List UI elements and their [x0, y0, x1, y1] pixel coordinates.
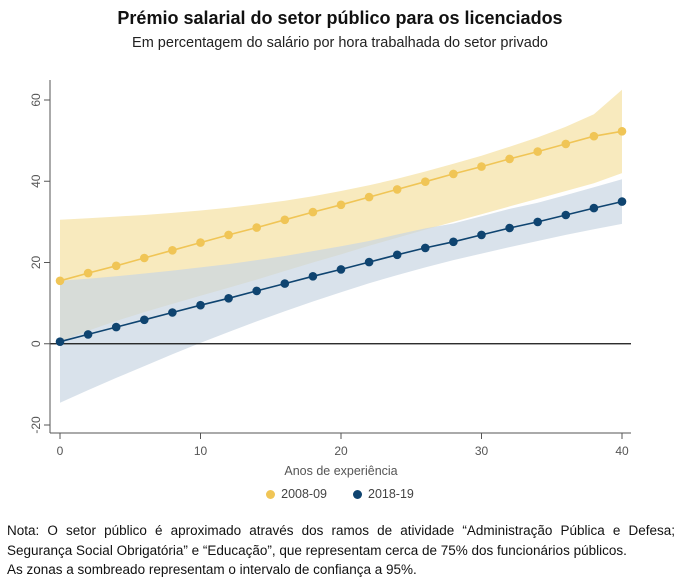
- x-tick-label-40: 40: [615, 444, 629, 458]
- data-point-2018-19-x34: [533, 217, 542, 227]
- y-tick-label--20: -20: [29, 416, 43, 434]
- data-point-2008-09-x40: [617, 127, 627, 136]
- data-point-2008-09-x20: [336, 200, 346, 210]
- y-tick-label-20: 20: [29, 256, 43, 270]
- data-point-2018-19-x4: [111, 322, 121, 332]
- footnote-text: Nota: O setor público é aproximado atrav…: [7, 523, 675, 558]
- footnote-confidence: As zonas a sombreado representam o inter…: [7, 562, 417, 577]
- data-point-2008-09-x2: [83, 268, 93, 278]
- data-point-2008-09-x0: [55, 276, 65, 286]
- data-point-2018-19-x36: [561, 210, 571, 220]
- y-tick-label-60: 60: [29, 93, 43, 107]
- data-point-2018-19-x8: [168, 308, 177, 317]
- data-point-2018-19-x32: [505, 223, 514, 233]
- data-point-2008-09-x18: [308, 207, 318, 217]
- x-tick-label-10: 10: [194, 444, 208, 458]
- chart-title: Prémio salarial do setor público para os…: [117, 8, 563, 28]
- confidence-bands: [60, 89, 622, 403]
- data-point-2008-09-x26: [421, 177, 430, 186]
- data-point-2018-19-x18: [308, 272, 318, 281]
- legend-label-2008-09: 2008-09: [281, 487, 327, 501]
- legend-marker-2008-09: [266, 489, 276, 499]
- footnote: Nota: O setor público é aproximado atrav…: [7, 521, 675, 580]
- data-point-2008-09-x22: [364, 192, 374, 202]
- data-point-2008-09-x12: [224, 230, 233, 240]
- data-point-2018-19-x14: [252, 286, 261, 296]
- data-point-2008-09-x10: [196, 238, 205, 247]
- axes: -20 0 20 40 60 0 10 20 30 40: [29, 80, 631, 458]
- chart-area: -20 0 20 40 60 0 10 20 30 40 Anos de experiência: [29, 80, 631, 478]
- data-point-2018-19-x26: [421, 243, 430, 253]
- data-point-2008-09-x34: [533, 147, 542, 156]
- data-point-2008-09-x8: [168, 246, 177, 255]
- series-points: [55, 127, 627, 347]
- x-tick-label-30: 30: [475, 444, 489, 458]
- y-tick-label-40: 40: [29, 174, 43, 188]
- data-point-2008-09-x36: [561, 139, 571, 149]
- x-tick-label-0: 0: [57, 444, 64, 458]
- data-point-2008-09-x6: [140, 253, 149, 263]
- data-point-2018-19-x6: [140, 315, 149, 325]
- data-point-2018-19-x2: [83, 330, 93, 339]
- data-point-2008-09-x16: [280, 215, 290, 225]
- x-tick-label-20: 20: [334, 444, 348, 458]
- data-point-2008-09-x30: [477, 162, 486, 171]
- data-point-2018-19-x30: [477, 230, 486, 240]
- legend-marker-2018-19: [353, 489, 362, 499]
- data-point-2008-09-x28: [449, 169, 458, 179]
- data-point-2008-09-x32: [505, 154, 514, 164]
- data-point-2018-19-x0: [55, 337, 65, 347]
- legend: 2008-09 2018-19: [0, 487, 680, 501]
- data-point-2018-19-x10: [196, 300, 205, 310]
- data-point-2018-19-x12: [224, 294, 233, 303]
- data-point-2018-19-x16: [280, 279, 290, 288]
- legend-item-2018-19: 2018-19: [353, 487, 414, 501]
- x-axis-label: Anos de experiência: [284, 464, 397, 478]
- legend-label-2018-19: 2018-19: [368, 487, 414, 501]
- data-point-2018-19-x22: [364, 257, 374, 267]
- legend-item-2008-09: 2008-09: [266, 487, 327, 501]
- data-point-2008-09-x4: [111, 261, 121, 271]
- data-point-2018-19-x24: [392, 250, 402, 260]
- data-point-2018-19-x28: [449, 237, 458, 247]
- data-point-2008-09-x14: [252, 223, 261, 232]
- data-point-2018-19-x40: [617, 197, 627, 206]
- data-point-2018-19-x38: [589, 203, 599, 213]
- y-tick-label-0: 0: [29, 340, 43, 347]
- data-point-2008-09-x24: [392, 185, 402, 194]
- data-point-2018-19-x20: [336, 265, 346, 274]
- data-point-2008-09-x38: [589, 131, 599, 141]
- chart-subtitle: Em percentagem do salário por hora traba…: [132, 35, 548, 51]
